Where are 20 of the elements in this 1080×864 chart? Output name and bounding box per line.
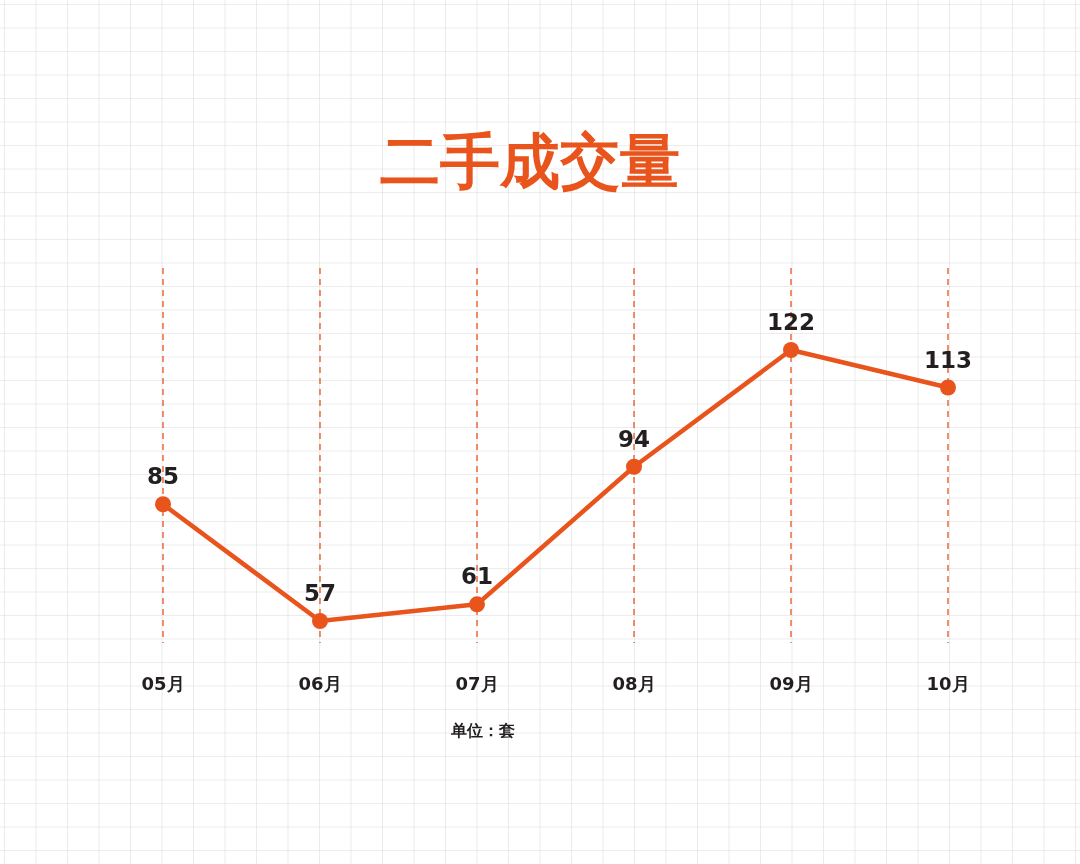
point bbox=[469, 596, 485, 613]
chart-title: 二手成交量 bbox=[380, 126, 680, 196]
data-label: 94 bbox=[617, 425, 651, 452]
data-label: 122 bbox=[766, 309, 816, 335]
point bbox=[783, 342, 799, 358]
data-label: 113 bbox=[923, 346, 973, 373]
x-tick-label: 08月 bbox=[612, 673, 656, 694]
data-label: 85 bbox=[146, 463, 180, 490]
x-tick-label: 05月 bbox=[141, 673, 185, 694]
point bbox=[626, 458, 642, 475]
point bbox=[312, 613, 328, 629]
x-tick-label: 09月 bbox=[769, 673, 813, 694]
x-tick-label: 10月 bbox=[926, 673, 970, 694]
x-tick-label: 06月 bbox=[298, 673, 342, 694]
point bbox=[155, 496, 171, 513]
x-tick-label: 07月 bbox=[455, 673, 499, 694]
data-label: 61 bbox=[460, 563, 494, 590]
data-label: 57 bbox=[303, 580, 337, 606]
text: 单位：套 bbox=[450, 721, 515, 740]
point bbox=[940, 379, 956, 396]
